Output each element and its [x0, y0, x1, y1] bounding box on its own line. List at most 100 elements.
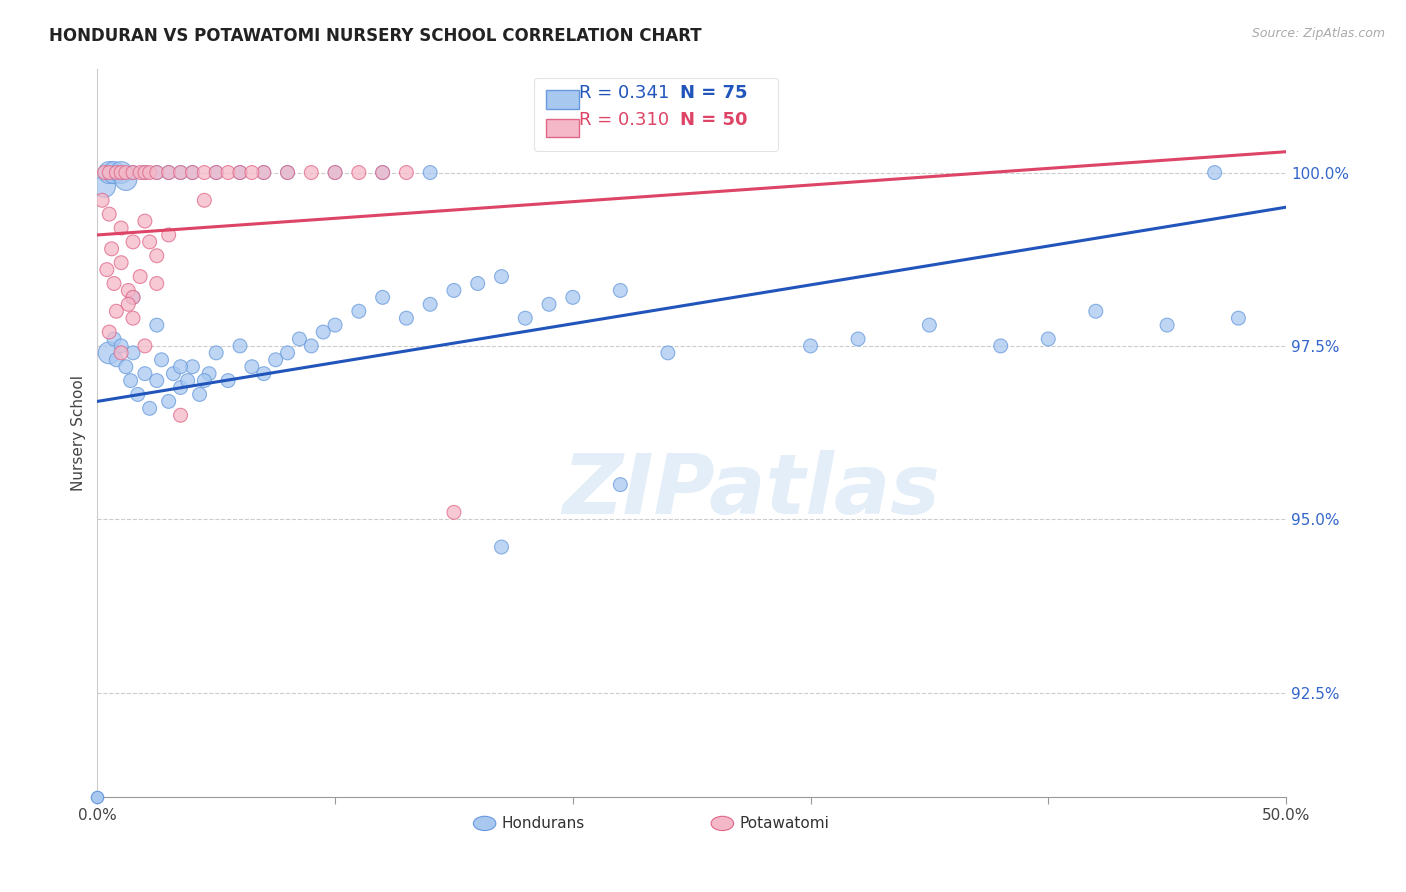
Point	[134, 165, 156, 179]
Point	[103, 277, 125, 291]
Point	[198, 367, 221, 381]
Text: Source: ZipAtlas.com: Source: ZipAtlas.com	[1251, 27, 1385, 40]
Point	[98, 325, 121, 339]
Legend:                               ,                               : ,	[534, 78, 779, 151]
Text: HONDURAN VS POTAWATOMI NURSERY SCHOOL CORRELATION CHART: HONDURAN VS POTAWATOMI NURSERY SCHOOL CO…	[49, 27, 702, 45]
Point	[277, 346, 299, 360]
Point	[205, 165, 228, 179]
Point	[217, 374, 239, 388]
Point	[323, 165, 346, 179]
Text: ZIPatlas: ZIPatlas	[562, 450, 941, 532]
Text: N = 50: N = 50	[681, 112, 748, 129]
Point	[122, 165, 145, 179]
Point	[146, 277, 169, 291]
Point	[138, 235, 160, 249]
Point	[491, 540, 513, 554]
Point	[229, 165, 252, 179]
Point	[561, 290, 583, 304]
Point	[1038, 332, 1060, 346]
Point	[990, 339, 1012, 353]
Point	[105, 304, 128, 318]
Point	[193, 165, 215, 179]
Text: N = 75: N = 75	[681, 85, 748, 103]
Point	[181, 359, 204, 374]
Point	[110, 346, 132, 360]
Point	[122, 235, 145, 249]
Text: Hondurans: Hondurans	[502, 816, 585, 831]
Point	[129, 269, 152, 284]
Point	[193, 194, 215, 208]
Point	[264, 352, 287, 367]
Point	[371, 165, 394, 179]
Point	[169, 359, 191, 374]
Point	[103, 332, 125, 346]
Point	[150, 352, 173, 367]
Point	[120, 374, 142, 388]
Point	[193, 374, 215, 388]
Point	[98, 165, 121, 179]
Point	[443, 505, 465, 519]
Point	[277, 165, 299, 179]
Point	[181, 165, 204, 179]
Point	[205, 346, 228, 360]
Point	[205, 165, 228, 179]
Point	[347, 165, 370, 179]
Point	[93, 179, 115, 194]
Point	[299, 165, 322, 179]
Point	[146, 374, 169, 388]
Point	[169, 165, 191, 179]
Text: R = 0.310: R = 0.310	[579, 112, 669, 129]
Point	[122, 290, 145, 304]
Point	[846, 332, 869, 346]
Point	[96, 262, 118, 277]
Point	[169, 409, 191, 423]
Point	[467, 277, 489, 291]
Point	[371, 165, 394, 179]
Point	[134, 214, 156, 228]
Point	[146, 165, 169, 179]
Point	[110, 221, 132, 235]
Point	[1204, 165, 1226, 179]
Point	[169, 380, 191, 394]
Point	[181, 165, 204, 179]
Point	[122, 290, 145, 304]
Point	[419, 297, 441, 311]
Point	[146, 249, 169, 263]
Point	[312, 325, 335, 339]
Point	[146, 165, 169, 179]
Point	[134, 367, 156, 381]
Point	[122, 311, 145, 326]
Y-axis label: Nursery School: Nursery School	[72, 375, 86, 491]
Point	[157, 165, 180, 179]
Point	[1156, 318, 1178, 332]
Point	[240, 359, 263, 374]
Point	[98, 207, 121, 221]
Point	[98, 346, 121, 360]
Point	[122, 165, 145, 179]
Point	[98, 165, 121, 179]
Point	[443, 284, 465, 298]
Point	[146, 318, 169, 332]
Point	[138, 401, 160, 416]
Point	[609, 477, 631, 491]
Point	[323, 165, 346, 179]
Point	[371, 290, 394, 304]
Point	[134, 339, 156, 353]
Point	[253, 367, 276, 381]
Point	[110, 256, 132, 270]
Point	[162, 367, 184, 381]
Point	[253, 165, 276, 179]
Point	[105, 352, 128, 367]
Point	[217, 165, 239, 179]
Point	[110, 165, 132, 179]
Point	[176, 374, 198, 388]
Point	[127, 387, 149, 401]
Point	[537, 297, 560, 311]
Point	[103, 165, 125, 179]
Point	[134, 165, 156, 179]
Point	[419, 165, 441, 179]
Point	[115, 359, 138, 374]
Point	[253, 165, 276, 179]
Point	[240, 165, 263, 179]
Point	[93, 165, 115, 179]
